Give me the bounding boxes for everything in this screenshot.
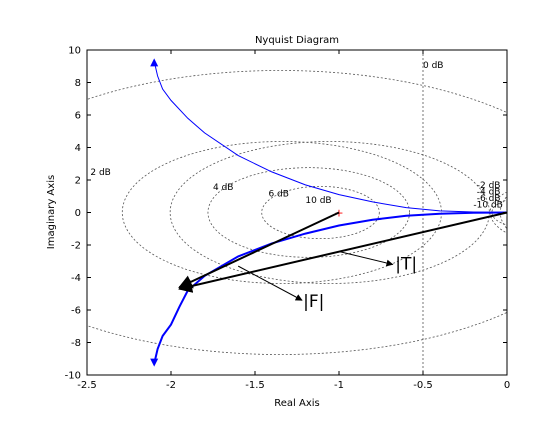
m-circle-3 bbox=[207, 167, 410, 258]
vector-0 bbox=[178, 211, 340, 289]
annotation-label-1: |F| bbox=[303, 292, 324, 312]
x-tick-label: -1 bbox=[334, 380, 344, 391]
m-circle-6 bbox=[499, 195, 507, 230]
db-grid-label: 0 dB bbox=[423, 61, 443, 71]
db-grid-label: -4 dB bbox=[477, 188, 501, 198]
y-tick-label: -8 bbox=[71, 338, 81, 349]
curve-direction-marker-1 bbox=[150, 358, 159, 367]
x-tick-label: -1.5 bbox=[245, 380, 265, 391]
axis-ticks: -2.5 -2 -1.5 -1 -0.5 0 -10 -8 -6 -4 -2 0 2 4 6 8 10 bbox=[65, 46, 511, 392]
x-tick-label: -2.5 bbox=[77, 380, 97, 391]
plot-area bbox=[86, 49, 508, 376]
vector-layer bbox=[178, 211, 508, 293]
curve-direction-marker-0 bbox=[150, 58, 159, 67]
y-tick-label: 8 bbox=[75, 78, 81, 89]
y-tick-label: 4 bbox=[75, 143, 81, 154]
db-grid-label: 10 dB bbox=[305, 196, 331, 206]
y-tick-label: 10 bbox=[68, 46, 81, 57]
annotation-arrow-1 bbox=[237, 265, 303, 301]
y-tick-label: 0 bbox=[75, 208, 81, 219]
x-tick-label: 0 bbox=[504, 380, 510, 391]
nyquist-curve-0 bbox=[153, 61, 507, 213]
m-circle-5 bbox=[506, 207, 507, 218]
db-grid-label: -10 dB bbox=[473, 201, 502, 211]
db-grid-label: 6 dB bbox=[268, 189, 288, 199]
m-circle-4 bbox=[261, 185, 380, 240]
grid-labels: 0 dB 2 dB 4 dB 6 dB 10 dB -2 dB-4 dB-6 dB-10 … bbox=[90, 61, 502, 211]
db-grid-label: -6 dB bbox=[477, 194, 501, 204]
y-tick-label: -6 bbox=[71, 306, 81, 317]
db-grid-label: 2 dB bbox=[90, 168, 110, 178]
y-tick-label: -4 bbox=[71, 273, 81, 284]
annotation-label-0: |T| bbox=[395, 254, 417, 274]
annotations: |T| |F| bbox=[237, 251, 417, 312]
annotation-arrow-0 bbox=[338, 251, 394, 267]
db-grid-label: -2 dB bbox=[477, 181, 501, 191]
chart-title: Nyquist Diagram bbox=[255, 35, 339, 46]
m-circle-2 bbox=[121, 141, 442, 284]
x-axis-title: Real Axis bbox=[274, 398, 319, 409]
x-tick-label: -2 bbox=[166, 380, 176, 391]
y-tick-label: -2 bbox=[71, 241, 81, 252]
vector-1 bbox=[178, 211, 508, 293]
y-tick-label: 2 bbox=[75, 176, 81, 187]
x-tick-label: -0.5 bbox=[413, 380, 433, 391]
db-grid-label: 4 dB bbox=[213, 183, 233, 193]
nyquist-curve-1 bbox=[153, 211, 507, 364]
y-tick-label: 6 bbox=[75, 111, 81, 122]
y-tick-label: -10 bbox=[65, 371, 81, 382]
y-axis-title: Imaginary Axis bbox=[46, 175, 57, 249]
